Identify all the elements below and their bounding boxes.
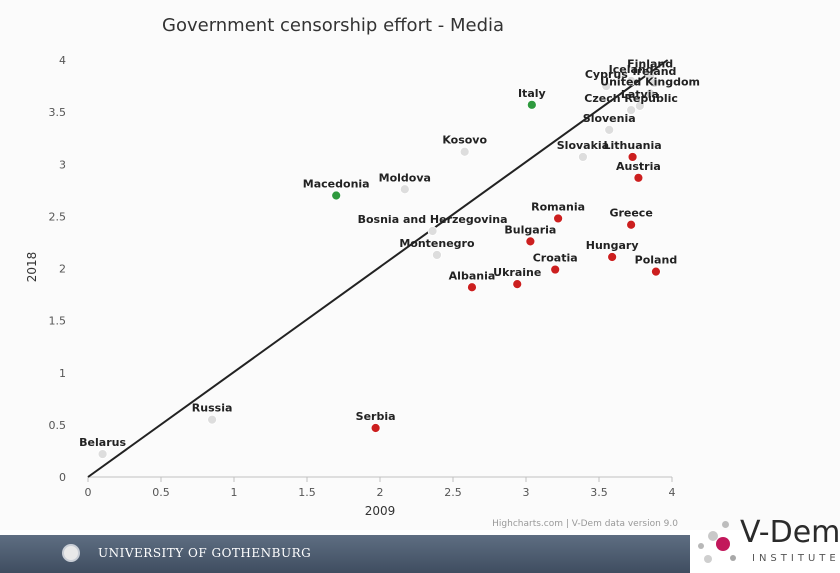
- data-point: [651, 266, 661, 277]
- point-label: Ukraine: [493, 266, 541, 279]
- data-point: [627, 152, 638, 162]
- credits-text[interactable]: Highcharts.com | V-Dem data version 9.0: [492, 519, 678, 529]
- trend-line: [87, 59, 669, 478]
- point-label: Montenegro: [399, 237, 475, 250]
- data-point: [550, 264, 561, 275]
- chart-frame: Government censorship effort - Media 0 0.…: [25, 15, 701, 529]
- y-tick-label: 2: [59, 263, 66, 276]
- y-tick-label: 3.5: [49, 106, 67, 119]
- point-label: Latvia: [621, 88, 659, 101]
- point-label: Czech Republic: [584, 92, 678, 105]
- point-label: Albania: [449, 269, 496, 282]
- data-point: [645, 88, 655, 99]
- point-label: Slovakia: [557, 139, 609, 152]
- x-tick-label: 3: [523, 486, 530, 499]
- x-tick-label: 0: [85, 486, 92, 499]
- data-point: [601, 81, 612, 91]
- data-point: [432, 250, 442, 260]
- logo-dot-icon: [716, 537, 730, 551]
- vdem-logo: V-Dem INSTITUTE: [690, 515, 840, 573]
- point-label: Bulgaria: [504, 223, 556, 236]
- university-seal-icon: [62, 544, 80, 562]
- point-label: Macedonia: [303, 178, 370, 191]
- point-label: Romania: [531, 200, 585, 213]
- data-point: [626, 75, 637, 86]
- point-label: Bosnia and Herzegovina: [358, 213, 508, 226]
- point-label: Serbia: [356, 410, 396, 423]
- data-point: [427, 226, 438, 236]
- logo-dot-icon: [698, 543, 704, 549]
- logo-dot-icon: [722, 521, 729, 528]
- point-label: Cyprus: [585, 68, 628, 81]
- data-point: [467, 282, 477, 293]
- point-label: Italy: [518, 87, 546, 100]
- footer-bar: UNIVERSITY OF GOTHENBURG: [0, 535, 690, 573]
- data-point: [645, 70, 655, 81]
- logo-dot-icon: [730, 555, 736, 561]
- data-point: [525, 236, 536, 247]
- y-tick-label: 0: [59, 471, 66, 484]
- point-label: Austria: [616, 160, 661, 173]
- point-label: Kosovo: [442, 134, 487, 147]
- point-label: Iceland: [609, 63, 654, 76]
- x-tick-label: 4: [669, 486, 676, 499]
- data-point: [97, 449, 108, 459]
- x-tick-label: 1: [231, 486, 238, 499]
- university-name: UNIVERSITY OF GOTHENBURG: [98, 546, 312, 560]
- point-label: Belarus: [79, 436, 126, 449]
- data-point: [604, 124, 615, 135]
- x-axis-title: 2009: [365, 504, 396, 518]
- data-point: [633, 172, 644, 183]
- logo-dot-icon: [704, 555, 712, 563]
- data-point: [526, 99, 537, 110]
- point-label: Croatia: [533, 252, 578, 265]
- data-point: [649, 78, 660, 88]
- point-label: Ireland: [633, 65, 677, 78]
- data-point: [626, 219, 637, 230]
- y-tick-label: 4: [59, 54, 66, 67]
- point-label: Russia: [192, 402, 233, 415]
- point-label: Greece: [609, 207, 652, 220]
- point-label: Lithuania: [604, 139, 662, 152]
- y-tick-label: 3: [59, 158, 66, 171]
- point-label: Finland: [627, 58, 673, 71]
- scatter-chart: Government censorship effort - Media 0 0.…: [25, 15, 700, 529]
- vdem-name: V-Dem: [740, 515, 840, 550]
- data-point: [512, 279, 523, 290]
- chart-title: Government censorship effort - Media: [162, 15, 504, 36]
- x-tick-label: 0.5: [152, 486, 170, 499]
- x-tick-label: 3.5: [590, 486, 608, 499]
- y-axis-title: 2018: [25, 252, 39, 283]
- vdem-subtitle: INSTITUTE: [752, 553, 840, 564]
- data-point: [459, 146, 470, 157]
- point-label: Hungary: [586, 239, 639, 252]
- point-label: Moldova: [379, 171, 431, 184]
- data-point: [331, 190, 342, 201]
- data-point: [553, 213, 564, 224]
- y-tick-label: 1.5: [49, 315, 67, 328]
- logo-dot-icon: [708, 531, 718, 541]
- data-point: [207, 414, 218, 425]
- point-label: Poland: [635, 254, 678, 267]
- point-label: United Kingdom: [600, 75, 700, 88]
- data-point: [607, 252, 618, 262]
- data-point: [399, 184, 410, 195]
- point-label: Slovenia: [583, 112, 636, 125]
- data-point: [370, 423, 381, 433]
- x-tick-label: 2: [377, 486, 384, 499]
- x-tick-label: 1.5: [298, 486, 316, 499]
- data-point: [578, 152, 588, 162]
- data-point: [634, 100, 645, 111]
- data-point: [626, 105, 637, 115]
- y-tick-label: 1: [59, 367, 66, 380]
- y-tick-label: 2.5: [49, 210, 67, 223]
- y-tick-label: 0.5: [49, 419, 67, 432]
- x-tick-label: 2.5: [444, 486, 462, 499]
